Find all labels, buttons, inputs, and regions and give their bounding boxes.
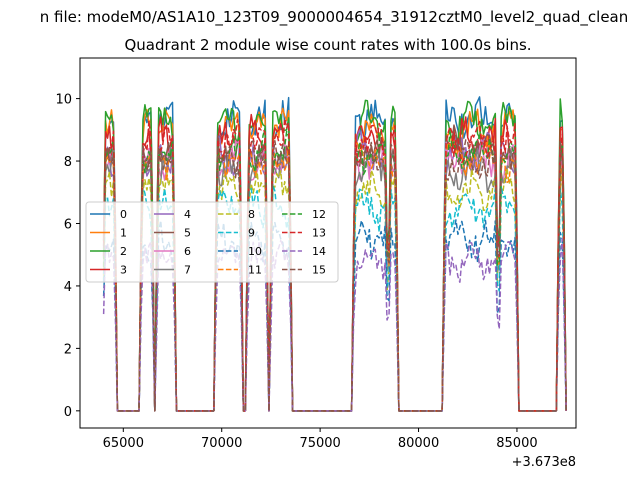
legend-frame [85,201,339,283]
y-tick-label: 8 [64,155,72,170]
legend-label-15: 15 [312,264,326,277]
plot-frame [79,57,577,429]
legend-label-10: 10 [248,245,262,258]
legend-label-6: 6 [184,245,191,258]
legend-label-2: 2 [120,245,127,258]
y-tick-label: 6 [64,217,72,232]
x-axis: 65000 70000 75000 80000 85000 [103,428,538,451]
legend-label-13: 13 [312,227,326,240]
y-tick-label: 2 [64,342,72,357]
x-tick-label: 85000 [496,436,537,451]
legend-label-3: 3 [120,264,127,277]
y-tick-label: 10 [55,93,72,108]
legend-label-0: 0 [120,208,127,221]
chart-suptitle: n file: modeM0/AS1A10_123T09_9000004654_… [40,8,629,27]
chart-title: Quadrant 2 module wise count rates with … [124,36,531,54]
legend-label-1: 1 [120,227,127,240]
legend-label-8: 8 [248,208,255,221]
legend-label-7: 7 [184,264,191,277]
legend-label-9: 9 [248,227,255,240]
legend-label-4: 4 [184,208,191,221]
legend-label-12: 12 [312,208,326,221]
x-tick-label: 65000 [103,436,144,451]
x-offset-label: +3.673e8 [512,455,576,470]
series-line-15 [102,139,567,412]
legend-label-5: 5 [184,227,191,240]
y-tick-label: 0 [64,405,72,420]
legend-label-11: 11 [248,264,262,277]
series-layer [102,96,567,412]
x-tick-label: 75000 [299,436,340,451]
legend-label-14: 14 [312,245,326,258]
x-tick-label: 70000 [201,436,242,451]
y-tick-label: 4 [64,280,72,295]
x-tick-label: 80000 [398,436,439,451]
y-axis: 0 2 4 6 8 10 [55,93,80,420]
